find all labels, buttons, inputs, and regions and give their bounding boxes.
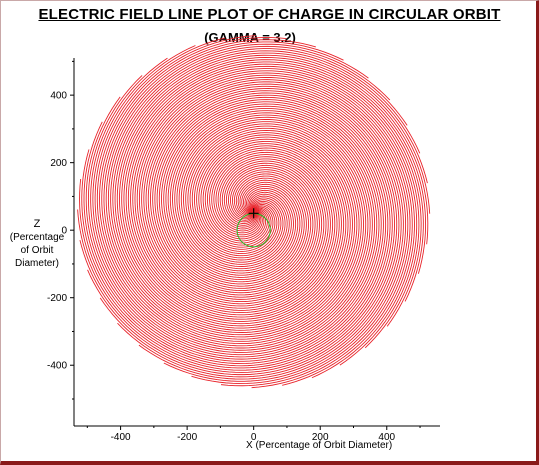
field-line	[130, 68, 418, 366]
field-line	[99, 37, 369, 347]
y-tick-label: -200	[47, 293, 67, 304]
field-line	[99, 88, 398, 376]
field-line	[77, 94, 391, 369]
field-line	[123, 61, 424, 322]
field-line	[94, 37, 373, 351]
y-axis-label: Z (Percentage of Orbit Diameter)	[2, 218, 72, 270]
charge-marker	[248, 208, 259, 219]
field-line	[116, 54, 431, 329]
field-line	[138, 76, 409, 387]
field-line	[132, 70, 415, 379]
y-axis-label-line: Diameter)	[15, 258, 59, 269]
y-axis-label-line: Z	[33, 218, 41, 230]
field-line	[79, 92, 393, 371]
field-line	[114, 52, 428, 331]
field-line	[81, 99, 387, 365]
chart-subtitle: (GAMMA = 3.2)	[204, 30, 296, 45]
field-line	[96, 35, 371, 349]
field-line	[143, 81, 404, 382]
field-line	[87, 90, 395, 373]
field-line	[141, 79, 407, 384]
field-line	[110, 48, 408, 336]
field-line	[125, 63, 422, 327]
field-line	[107, 45, 391, 338]
y-axis-label-line: (Percentage	[9, 232, 65, 243]
y-tick-label: 200	[50, 158, 67, 169]
x-tick-label: 200	[312, 432, 329, 443]
field-line	[85, 96, 382, 360]
field-line	[83, 101, 384, 362]
field-line	[101, 39, 367, 345]
x-axis-label: X (Percentage of Orbit Diameter)	[246, 440, 393, 451]
x-tick-label: -200	[177, 432, 197, 443]
field-line	[134, 72, 413, 386]
field-line	[87, 75, 380, 358]
field-line	[90, 57, 378, 356]
field-line	[105, 43, 369, 340]
field-line	[92, 45, 376, 353]
field-line	[121, 59, 427, 325]
chart-title: ELECTRIC FIELD LINE PLOT OF CHARGE IN CI…	[38, 6, 501, 23]
x-tick-label: 400	[378, 432, 395, 443]
field-line	[103, 41, 364, 342]
x-tick-label: 0	[251, 432, 257, 443]
field-line	[138, 83, 402, 380]
field-line	[117, 85, 400, 378]
field-line	[112, 50, 421, 333]
y-axis-label-line: of Orbit	[20, 245, 54, 256]
x-tick-label: -400	[111, 432, 131, 443]
y-tick-label: 0	[61, 226, 67, 237]
field-line	[119, 57, 429, 327]
field-line	[136, 74, 411, 389]
field-line	[79, 96, 389, 367]
y-tick-label: 400	[50, 91, 67, 102]
field-line	[127, 65, 420, 349]
y-tick-label: -400	[47, 361, 67, 372]
